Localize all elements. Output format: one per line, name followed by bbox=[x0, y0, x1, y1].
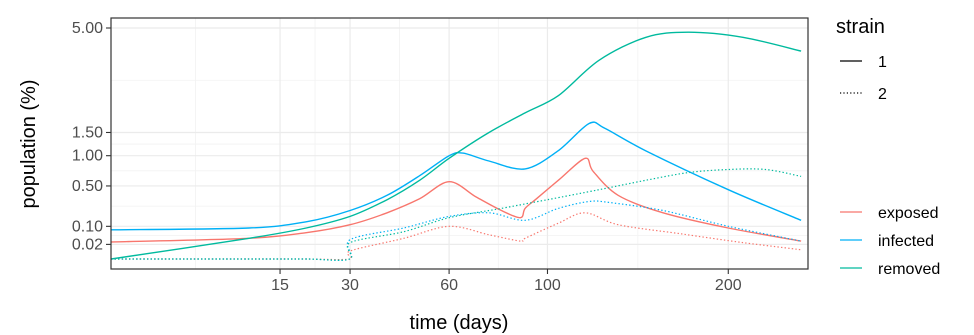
legend-label-removed: removed bbox=[878, 261, 940, 278]
y-tick-label: 5.00 bbox=[72, 20, 103, 37]
x-axis: 15 30 60 100 200 bbox=[271, 269, 742, 294]
x-tick-label: 200 bbox=[715, 277, 742, 294]
x-tick-label: 15 bbox=[271, 277, 289, 294]
legend-label-strain-2: 2 bbox=[878, 86, 887, 103]
y-tick-label: 1.00 bbox=[72, 148, 103, 165]
minor-gridlines bbox=[111, 18, 808, 269]
x-axis-title: time (days) bbox=[410, 312, 509, 334]
series-line-infected-strain-1 bbox=[111, 121, 802, 231]
x-tick-label: 60 bbox=[440, 277, 458, 294]
legend-label-strain-1: 1 bbox=[878, 54, 887, 71]
y-tick-label: 0.50 bbox=[72, 178, 103, 195]
plot-panel-border bbox=[110, 17, 809, 270]
legend-color: exposed infected removed bbox=[840, 205, 940, 278]
y-axis-title: population (%) bbox=[18, 80, 40, 209]
legend-label-infected: infected bbox=[878, 233, 934, 250]
legend-strain-title: strain bbox=[836, 16, 885, 38]
legend-strain: strain 1 2 bbox=[836, 16, 887, 103]
series-layer bbox=[111, 31, 802, 261]
legend-label-exposed: exposed bbox=[878, 205, 939, 222]
x-tick-label: 30 bbox=[341, 277, 359, 294]
y-tick-label: 0.10 bbox=[72, 218, 103, 235]
x-tick-label: 100 bbox=[534, 277, 561, 294]
series-line-removed-strain-1 bbox=[111, 31, 802, 260]
series-line-exposed-strain-1 bbox=[111, 157, 802, 243]
series-line-removed-strain-2 bbox=[111, 168, 802, 261]
plot-background bbox=[111, 18, 808, 269]
y-axis: 0.020.10 0.50 1.00 1.50 5.00 bbox=[72, 20, 111, 253]
y-tick-label: 0.02 bbox=[72, 236, 103, 253]
y-tick-label: 1.50 bbox=[72, 124, 103, 141]
